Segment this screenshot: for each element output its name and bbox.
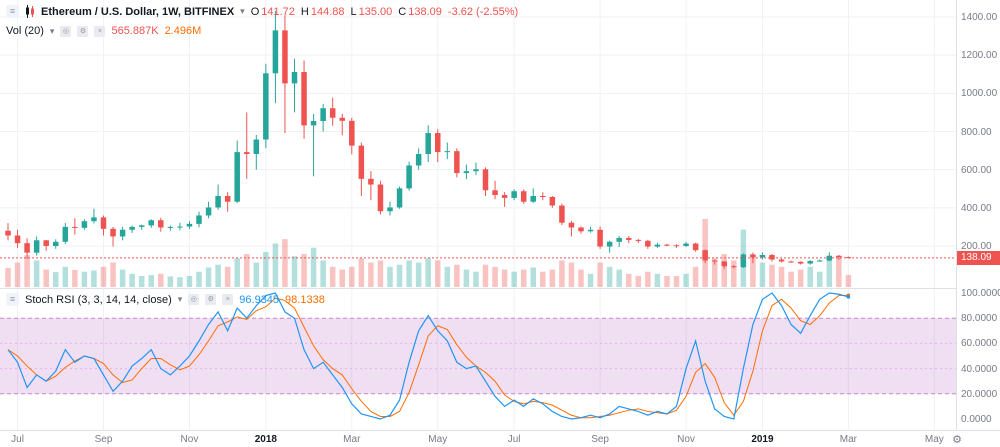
chevron-down-icon[interactable]: ▾ — [240, 6, 245, 16]
stoch-axis-label: 100.0000 — [961, 288, 1000, 299]
stoch-d-value: 98.1338 — [285, 293, 325, 306]
pane-menu-icon[interactable]: ≡ — [6, 293, 19, 306]
low-value: 135.00 — [358, 5, 393, 18]
close-field: C 138.09 — [398, 6, 442, 18]
main-legend: ≡ Ethereum / U.S. Dollar, 1W, BITFINEX ▾… — [6, 5, 518, 18]
price-axis-label: 200.00 — [961, 241, 992, 252]
high-label: H — [300, 5, 309, 18]
chevron-down-icon[interactable]: ▾ — [49, 25, 55, 36]
price-axis-label: 1200.00 — [961, 50, 998, 62]
volume-legend: Vol (20) ▾ ◎ ⚙ × 565.887K 2.496M — [6, 25, 201, 37]
high-value: 144.88 — [310, 5, 345, 18]
eye-icon[interactable]: ◎ — [60, 25, 72, 37]
stoch-rsi-pane[interactable] — [0, 290, 956, 430]
high-field: H 144.88 — [301, 6, 345, 18]
stoch-axis-label: 20.0000 — [961, 388, 998, 400]
price-axis-label: 1400.00 — [961, 12, 998, 23]
price-axis-label: 400.00 — [961, 202, 992, 214]
time-axis-label[interactable]: Jul — [11, 434, 24, 445]
symbol-title[interactable]: Ethereum / U.S. Dollar, 1W, BITFINEX — [41, 5, 235, 18]
stoch-axis-label: 60.0000 — [961, 338, 998, 350]
time-axis-label[interactable]: Mar — [839, 434, 858, 445]
price-chart-pane[interactable] — [0, 0, 956, 290]
time-axis[interactable]: ⚙ Jul Sep Nov 2018 Mar May Jul Sep Nov 2019 Mar May — [0, 430, 1000, 447]
stoch-indicator-label[interactable]: Stoch RSI (3, 3, 14, 14, close) — [25, 293, 172, 306]
volume-ma-value: 2.496M — [164, 25, 202, 37]
gear-icon[interactable]: ⚙ — [77, 25, 89, 37]
volume-indicator-label[interactable]: Vol (20) — [6, 25, 44, 37]
time-axis-label[interactable]: Nov — [180, 434, 199, 445]
time-axis-label[interactable]: May — [428, 434, 448, 445]
close-icon[interactable]: × — [94, 25, 106, 37]
close-value: 138.09 — [408, 5, 442, 18]
open-value: 141.72 — [261, 5, 295, 18]
low-field: L 135.00 — [351, 6, 393, 18]
change-value: -3.62 (-2.55%) — [447, 5, 519, 18]
time-axis-label[interactable]: Sep — [591, 434, 609, 445]
chevron-down-icon[interactable]: ▾ — [177, 294, 183, 304]
time-axis-label[interactable]: Nov — [677, 434, 695, 445]
stoch-axis-label: 40.0000 — [961, 363, 998, 375]
time-axis-label[interactable]: 2019 — [751, 434, 774, 445]
last-price-badge: 138.09 — [957, 250, 1000, 265]
time-axis-label[interactable]: Mar — [343, 434, 361, 445]
stoch-k-value: 96.9345 — [239, 293, 280, 306]
low-label: L — [350, 5, 357, 18]
pane-menu-icon[interactable]: ≡ — [6, 5, 19, 18]
eye-icon[interactable]: ◎ — [188, 294, 200, 305]
price-axis-label: 1000.00 — [961, 88, 998, 100]
open-field: O 141.72 — [251, 6, 295, 18]
time-axis-label[interactable]: May — [924, 434, 944, 445]
time-axis-label[interactable]: Jul — [507, 434, 521, 445]
close-label: C — [398, 5, 407, 18]
gear-icon[interactable]: ⚙ — [205, 294, 217, 305]
time-axis-label[interactable]: 2018 — [254, 434, 277, 445]
open-label: O — [250, 5, 260, 18]
volume-value: 565.887K — [111, 25, 159, 37]
stoch-axis-label: 80.0000 — [961, 313, 998, 325]
price-axis[interactable]: 138.09 1400.00 1200.00 1000.00 800.00 600.00… — [956, 0, 1000, 430]
price-axis-label: 600.00 — [961, 164, 992, 176]
close-icon[interactable]: × — [222, 294, 234, 305]
axis-settings-gear-icon[interactable]: ⚙ — [952, 434, 962, 446]
symbol-icon — [25, 5, 35, 18]
stoch-axis-label: 0.0000 — [961, 414, 992, 425]
time-axis-label[interactable]: Sep — [94, 434, 113, 445]
stoch-legend: ≡ Stoch RSI (3, 3, 14, 14, close) ▾ ◎ ⚙ … — [6, 293, 325, 306]
price-axis-label: 800.00 — [961, 126, 992, 138]
